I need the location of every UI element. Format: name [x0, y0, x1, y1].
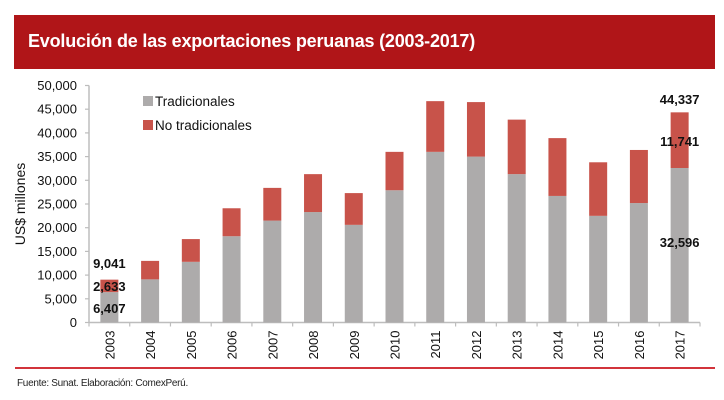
data-label-2017-no-tradicionales: 11,741	[660, 134, 699, 149]
data-label-2003-tradicionales: 6,407	[93, 301, 126, 316]
bar-segment-tradicionales	[263, 220, 282, 323]
y-axis: 0 5,000 10,000 15,000 20,000 25,000 30,000 35,0…	[37, 78, 90, 330]
y-tick-label: 25,000	[37, 197, 77, 212]
bar-segment-tradicionales	[507, 174, 526, 323]
bar-segment-tradicionales	[100, 292, 119, 323]
y-tick-label: 30,000	[37, 173, 77, 188]
bar-segment-tradicionales	[181, 261, 200, 323]
footer-rule	[15, 367, 715, 369]
data-label-2003-total: 9,041	[93, 256, 126, 271]
y-tick-label: 40,000	[37, 125, 77, 140]
x-tick-label: 2011	[428, 331, 443, 359]
x-tick-label: 2017	[673, 331, 688, 360]
data-label-2017-tradicionales: 32,596	[660, 235, 700, 250]
x-tick-label: 2007	[265, 331, 280, 360]
bar-segment-no-tradicionales	[263, 187, 282, 221]
data-labels: 9,041 2,633 6,407 44,337 11,741 32,596	[93, 92, 699, 316]
x-tick-label: 2014	[550, 331, 565, 360]
x-tick-label: 2013	[510, 331, 525, 360]
source-note: Fuente: Sunat. Elaboración: ComexPerú.	[17, 378, 188, 389]
bar-segment-no-tradicionales	[466, 102, 485, 157]
y-tick-label: 5,000	[44, 291, 77, 306]
bar-segment-no-tradicionales	[589, 162, 608, 216]
x-axis: 2003 2004 2005 2006 2007 2008 2009 2010 2011 2012…	[88, 321, 701, 360]
y-tick-label: 0	[70, 315, 77, 330]
bar-segment-tradicionales	[385, 190, 404, 323]
bar-segment-no-tradicionales	[385, 151, 404, 191]
bar-segment-no-tradicionales	[344, 193, 363, 225]
chart-header-banner: Evolución de las exportaciones peruanas …	[14, 15, 715, 69]
data-label-2003-no-tradicionales: 2,633	[93, 279, 126, 294]
bar-segment-tradicionales	[466, 156, 485, 323]
x-tick-label: 2009	[347, 331, 362, 360]
bar-segment-no-tradicionales	[304, 174, 323, 213]
bars	[100, 101, 689, 323]
bar-segment-no-tradicionales	[670, 112, 689, 168]
y-tick-label: 10,000	[37, 268, 77, 283]
bar-segment-no-tradicionales	[141, 260, 160, 280]
bar-segment-no-tradicionales	[548, 138, 567, 196]
x-tick-label: 2016	[632, 331, 647, 360]
x-tick-label: 2008	[306, 331, 321, 360]
legend-label-tradicionales: Tradicionales	[155, 94, 235, 109]
bar-segment-no-tradicionales	[222, 208, 241, 237]
bar-segment-no-tradicionales	[629, 149, 648, 204]
y-tick-label: 15,000	[37, 244, 77, 259]
x-tick-label: 2003	[102, 331, 117, 360]
legend-swatch-no-tradicionales	[143, 120, 153, 130]
x-tick-label: 2004	[143, 331, 158, 360]
x-tick-label: 2012	[469, 331, 484, 360]
x-tick-label: 2005	[184, 331, 199, 360]
bar-segment-tradicionales	[589, 215, 608, 323]
legend: Tradicionales No tradicionales	[143, 94, 252, 133]
y-tick-label: 45,000	[37, 102, 77, 117]
bar-segment-tradicionales	[426, 151, 445, 323]
legend-swatch-tradicionales	[143, 96, 153, 106]
y-tick-label: 35,000	[37, 149, 77, 164]
bar-segment-no-tradicionales	[181, 239, 200, 262]
bar-segment-tradicionales	[344, 224, 363, 323]
x-tick-label: 2010	[388, 331, 403, 360]
bar-segment-no-tradicionales	[426, 101, 445, 152]
bar-segment-tradicionales	[304, 212, 323, 323]
y-axis-label: US$ millones	[12, 163, 28, 245]
bar-segment-no-tradicionales	[507, 119, 526, 175]
chart-title: Evolución de las exportaciones peruanas …	[28, 31, 475, 51]
data-label-2017-total: 44,337	[660, 92, 700, 107]
bar-segment-tradicionales	[222, 236, 241, 323]
x-tick-label: 2006	[225, 331, 240, 360]
x-tick-label: 2015	[591, 331, 606, 360]
y-tick-label: 50,000	[37, 78, 77, 93]
bar-segment-no-tradicionales	[100, 279, 119, 293]
y-tick-label: 20,000	[37, 220, 77, 235]
bar-segment-tradicionales	[629, 203, 648, 323]
legend-label-no-tradicionales: No tradicionales	[155, 118, 252, 133]
bar-segment-tradicionales	[141, 279, 160, 323]
bar-segment-tradicionales	[670, 167, 689, 323]
bar-segment-tradicionales	[548, 195, 567, 323]
